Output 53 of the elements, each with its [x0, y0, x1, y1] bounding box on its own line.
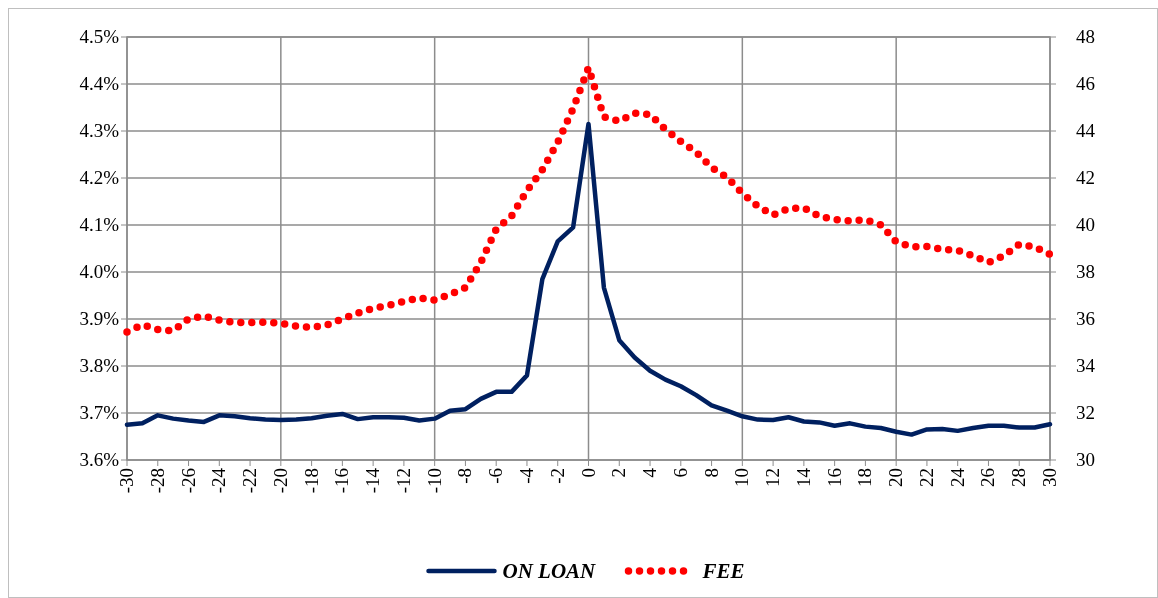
x-tick-label: -14: [362, 467, 384, 494]
x-tick-label: -22: [239, 468, 261, 494]
x-tick-label: -30: [116, 468, 137, 494]
y-tick-label: 4.2%: [79, 167, 120, 188]
x-tick-label: -4: [515, 467, 537, 484]
x-tick-label: 0: [577, 468, 599, 478]
x-tick-label: -12: [392, 468, 414, 494]
x-tick-label: -24: [208, 467, 230, 494]
x-tick-label: 28: [1008, 468, 1030, 487]
x-tick-label: -10: [423, 468, 445, 494]
y-tick-label: 4.5%: [79, 26, 120, 47]
y-tick-label: 3.6%: [79, 449, 120, 470]
x-tick-label: -2: [546, 468, 568, 484]
y2-tick-label: 34: [1076, 355, 1096, 376]
y2-tick-label: 36: [1076, 308, 1095, 329]
x-tick-label: -8: [454, 468, 476, 484]
x-tick-label: 30: [1039, 468, 1060, 487]
y2-tick-label: 48: [1076, 26, 1095, 47]
x-tick-label: -16: [331, 468, 353, 494]
x-tick-label: -6: [485, 468, 507, 484]
x-tick-label: 14: [792, 467, 814, 487]
x-tick-label: 20: [885, 468, 907, 487]
y2-tick-label: 46: [1076, 73, 1095, 94]
x-tick-label: 12: [762, 468, 784, 487]
x-tick-label: 6: [669, 468, 691, 478]
y-tick-label: 4.4%: [79, 73, 120, 94]
x-tick-label: 26: [977, 468, 999, 487]
x-tick-label: -20: [269, 468, 291, 494]
y-tick-label: 4.1%: [79, 214, 120, 235]
y2-tick-label: 38: [1076, 261, 1095, 282]
x-tick-label: -28: [146, 468, 168, 494]
x-tick-label: 4: [639, 467, 661, 478]
y-tick-label: 3.7%: [79, 402, 120, 423]
x-tick-label: -18: [300, 468, 322, 494]
x-tick-label: -26: [177, 468, 199, 494]
y-tick-label: 3.8%: [79, 355, 120, 376]
y2-tick-label: 40: [1076, 214, 1095, 235]
y-tick-label: 3.9%: [79, 308, 120, 329]
legend-label: ON LOAN: [502, 559, 597, 583]
y2-tick-label: 42: [1076, 167, 1095, 188]
y2-tick-label: 44: [1076, 120, 1096, 141]
x-tick-label: 8: [700, 468, 722, 478]
y-tick-label: 4.0%: [79, 261, 120, 282]
x-tick-label: 24: [946, 467, 968, 487]
x-tick-label: 2: [608, 468, 630, 478]
x-tick-label: 22: [915, 468, 937, 487]
x-tick-label: 16: [823, 468, 845, 487]
x-tick-label: 18: [854, 468, 876, 487]
line-series: [124, 121, 1053, 437]
legend-label: FEE: [701, 559, 745, 583]
y-tick-label: 4.3%: [79, 120, 120, 141]
x-tick-label: 10: [731, 468, 753, 487]
y2-tick-label: 32: [1076, 402, 1095, 423]
